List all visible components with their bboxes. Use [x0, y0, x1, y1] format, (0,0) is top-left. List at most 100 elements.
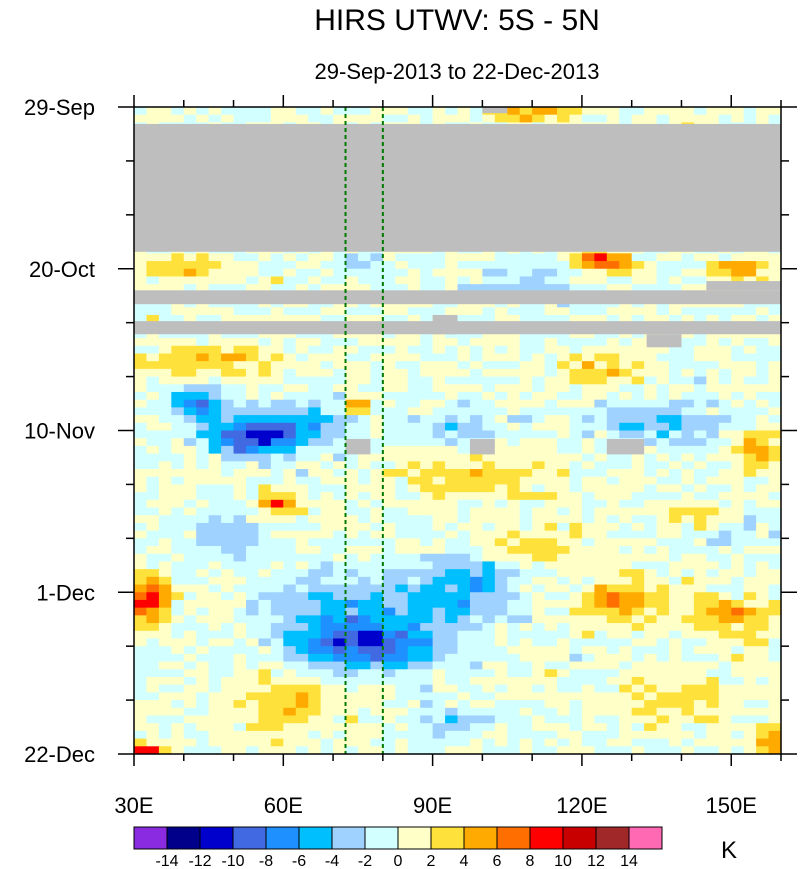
field-cell [532, 384, 546, 393]
field-cell [270, 584, 284, 593]
field-cell [171, 284, 185, 293]
field-cell [221, 407, 235, 416]
field-cell [718, 476, 732, 486]
field-cell [532, 415, 546, 424]
field-cell [333, 330, 347, 339]
field-cell [532, 469, 546, 478]
field-cell [532, 700, 546, 709]
field-cell [681, 746, 695, 754]
field-cell [395, 638, 409, 647]
field-cell [569, 284, 583, 293]
field-cell [494, 522, 508, 532]
field-cell [743, 522, 757, 532]
field-cell [743, 599, 757, 609]
field-cell [631, 715, 645, 724]
field-cell [308, 107, 322, 116]
field-cell [295, 530, 309, 539]
field-cell [134, 307, 148, 316]
missing-data-block [646, 334, 682, 348]
field-cell [171, 391, 185, 401]
field-cell [270, 522, 284, 532]
field-cell [731, 584, 745, 593]
field-cell [171, 268, 185, 278]
field-cell [420, 515, 434, 524]
field-cell [681, 391, 695, 401]
field-cell [308, 684, 322, 693]
field-cell [146, 553, 160, 563]
field-cell [196, 623, 210, 632]
field-cell [283, 499, 297, 509]
field-cell [333, 476, 347, 486]
field-cell [507, 661, 521, 670]
field-cell [308, 492, 322, 501]
field-cell [183, 314, 197, 324]
field-cell [320, 522, 334, 532]
field-cell [532, 538, 546, 547]
field-cell [594, 530, 608, 539]
field-cell [693, 707, 707, 717]
field-cell [569, 384, 583, 393]
field-cell [681, 615, 695, 624]
field-cell [245, 669, 260, 678]
field-cell [183, 261, 197, 270]
field-cell [221, 653, 235, 663]
field-cell [606, 553, 620, 563]
field-cell [308, 338, 322, 347]
field-cell [196, 661, 210, 670]
field-cell [308, 630, 322, 640]
field-cell [756, 345, 770, 355]
field-cell [357, 522, 371, 532]
field-cell [283, 492, 297, 501]
field-cell [420, 607, 434, 616]
field-cell [258, 430, 272, 439]
field-cell [631, 684, 645, 693]
colorbar-swatch [496, 826, 531, 850]
field-cell [146, 669, 160, 678]
field-cell [494, 415, 508, 424]
field-cell [482, 530, 496, 539]
field-cell [420, 576, 434, 586]
field-cell [208, 415, 222, 424]
field-cell [183, 361, 197, 370]
field-cell [581, 399, 595, 408]
field-cell [731, 630, 745, 640]
field-cell [569, 569, 583, 578]
field-cell [283, 669, 297, 678]
field-cell [357, 607, 371, 616]
field-cell [656, 584, 670, 593]
field-cell [221, 391, 235, 401]
field-cell [619, 661, 633, 670]
field-cell [258, 268, 272, 278]
field-cell [295, 499, 309, 509]
field-cell [221, 499, 235, 509]
field-cell [569, 445, 583, 455]
field-cell [469, 676, 483, 686]
field-cell [221, 284, 235, 293]
field-cell [482, 569, 496, 578]
field-cell [134, 469, 148, 478]
field-cell [606, 700, 620, 709]
field-cell [693, 415, 707, 424]
field-cell [221, 576, 235, 586]
field-cell [420, 538, 434, 547]
field-cell [171, 114, 185, 123]
field-cell [693, 676, 707, 686]
field-cell [445, 630, 459, 640]
field-cell [333, 676, 347, 686]
field-cell [619, 730, 633, 740]
field-cell [146, 684, 160, 693]
field-cell [420, 438, 434, 447]
field-cell [258, 276, 272, 285]
field-cell [171, 438, 185, 447]
field-cell [283, 553, 297, 563]
field-cell [395, 746, 409, 754]
field-cell [494, 391, 508, 401]
field-cell [631, 638, 645, 647]
field-cell [432, 330, 446, 339]
field-cell [706, 746, 720, 754]
field-cell [370, 669, 384, 678]
field-cell [619, 546, 633, 555]
field-cell [606, 476, 620, 486]
colorbar-swatch [199, 826, 234, 850]
field-cell [245, 684, 260, 693]
